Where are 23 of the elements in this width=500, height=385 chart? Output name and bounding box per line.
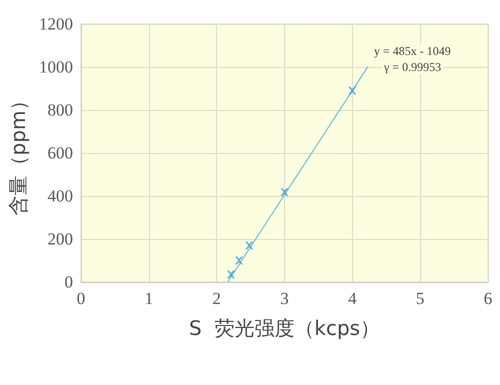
y-axis-title: 含量（ppm） — [6, 90, 30, 216]
annotation: γ = 0.99953 — [383, 60, 442, 74]
x-axis-title: S 荧光强度（kcps） — [188, 316, 380, 340]
annotation: y = 485x - 1049 — [374, 44, 451, 58]
point — [245, 241, 254, 250]
point — [280, 188, 288, 196]
point — [348, 86, 356, 95]
x-tick-label: 6 — [484, 289, 492, 308]
x-tick-label: 2 — [212, 289, 221, 308]
x-tick-label: 1 — [144, 289, 154, 308]
point — [235, 256, 244, 264]
y-tick-label: 600 — [48, 144, 73, 162]
x-tick-label: 4 — [348, 289, 358, 308]
y-tick-label: 400 — [48, 186, 73, 206]
y-tick-label: 0 — [64, 272, 73, 292]
y-tick-label: 1200 — [39, 14, 73, 34]
point — [226, 270, 235, 278]
x-tick-label: 0 — [76, 289, 86, 308]
y-tick-label: 1000 — [39, 58, 73, 76]
x-tick-label: 3 — [280, 289, 289, 308]
x-tick-label: 5 — [416, 289, 424, 308]
y-tick-label: 800 — [48, 100, 73, 120]
y-tick-label: 200 — [48, 230, 73, 248]
